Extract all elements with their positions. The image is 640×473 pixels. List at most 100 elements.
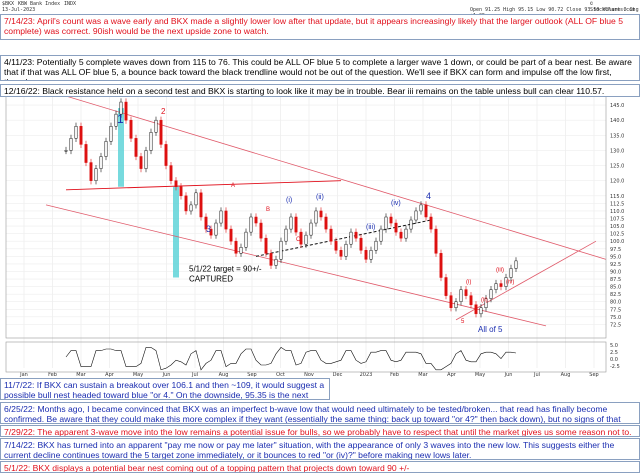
price-candle	[89, 162, 93, 181]
chart-ticker: $BKX	[2, 1, 15, 7]
annotation-7-14-22: 7/14/22: BKX has turned into an apparent…	[0, 438, 640, 460]
price-candle	[249, 216, 253, 233]
price-candle	[79, 126, 83, 145]
price-candle	[329, 228, 333, 242]
chart-exchange: INDX	[64, 1, 77, 7]
y-tick-label: 100.0	[610, 239, 624, 245]
wave-label: 1	[117, 112, 124, 126]
x-tick-label: Aug	[561, 372, 571, 378]
price-candle	[299, 231, 303, 245]
x-tick-label: Jun	[162, 372, 171, 378]
x-tick-label: Feb	[48, 372, 57, 378]
wave-label: (iv)	[391, 200, 401, 207]
y-tick-label: 75.0	[610, 315, 621, 321]
price-candle	[479, 307, 483, 315]
price-candle	[159, 119, 163, 145]
price-candle	[404, 228, 408, 239]
price-candle	[339, 250, 343, 257]
wave-label: All of 5	[478, 325, 503, 334]
price-candle	[429, 216, 433, 230]
y-tick-label: 112.5	[610, 201, 624, 207]
y-tick-label: 110.0	[610, 209, 624, 215]
wave-label: 4	[426, 191, 431, 201]
x-tick-label: Mar	[76, 372, 86, 378]
price-candle	[389, 216, 393, 224]
wave-label: 5	[461, 319, 465, 325]
price-candle	[459, 289, 463, 302]
price-candle	[154, 119, 158, 133]
wave-label: 3	[206, 224, 211, 234]
price-candle	[454, 301, 458, 309]
price-candle	[314, 210, 318, 224]
price-candle	[114, 113, 118, 127]
y-tick-label: 92.5	[610, 262, 621, 268]
price-candle	[169, 165, 173, 181]
chart-brand: © StockCharts.com	[590, 1, 636, 13]
price-candle	[424, 204, 428, 218]
chart-date: 13-Jul-2023	[2, 7, 36, 13]
price-candle	[439, 253, 443, 278]
price-candle	[284, 228, 288, 242]
x-tick-label: Mar	[418, 372, 428, 378]
x-tick-label: 2023	[360, 372, 373, 378]
y-tick-label: 125.0	[610, 164, 624, 170]
x-tick-label: Apr	[105, 372, 115, 378]
price-candle	[119, 101, 123, 115]
price-candle	[124, 101, 128, 121]
price-candle	[309, 222, 313, 236]
price-candle	[304, 234, 308, 245]
y-tick-label: 95.0	[610, 254, 621, 260]
price-candle	[104, 141, 108, 157]
wave-label: C	[296, 237, 301, 243]
price-candle	[244, 231, 248, 248]
highlight-bar	[173, 186, 179, 278]
price-candle	[74, 126, 78, 139]
y-tick-label: 102.5	[610, 232, 624, 238]
y-tick-label: 77.5	[610, 307, 621, 313]
price-candle	[359, 237, 363, 251]
y-tick-label: 82.5	[610, 292, 621, 298]
y-tick-label: 105.0	[610, 224, 624, 230]
price-candle	[434, 228, 438, 254]
price-candle	[234, 240, 238, 254]
y-tick-label: 120.0	[610, 179, 624, 185]
price-candle	[369, 250, 373, 260]
price-candle	[224, 210, 228, 230]
price-candle	[334, 240, 338, 251]
x-tick-label: Jul	[191, 372, 198, 378]
wave-label: (i)	[466, 280, 471, 286]
price-candle	[194, 192, 198, 206]
price-candle	[384, 216, 388, 230]
price-candle	[374, 240, 378, 251]
price-candle	[129, 119, 133, 139]
price-candle	[64, 150, 68, 152]
annotation-7-14-23: 7/14/23: April's count was a wave early …	[0, 14, 640, 40]
x-tick-label: Jun	[504, 372, 513, 378]
rising-channel-line	[455, 240, 597, 321]
price-candle	[444, 277, 448, 296]
x-tick-label: Aug	[219, 372, 229, 378]
target-note-captured: CAPTURED	[189, 274, 233, 283]
price-candle	[69, 138, 73, 151]
price-candle	[509, 268, 513, 278]
price-candle	[349, 231, 353, 245]
price-candle	[164, 144, 168, 166]
x-tick-label: May	[133, 372, 143, 378]
price-candle	[319, 210, 323, 218]
y-tick-label: 135.0	[610, 133, 624, 139]
y-tick-label: 130.0	[610, 148, 624, 154]
indicator-line	[65, 347, 517, 371]
wave-label: (ii)	[481, 298, 488, 304]
price-candle	[494, 283, 498, 290]
price-candle	[259, 222, 263, 239]
indicator-frame	[5, 341, 607, 373]
x-tick-label: Nov	[304, 372, 314, 378]
wave-label: (i)	[286, 197, 292, 204]
x-tick-label: Dec	[333, 372, 343, 378]
chart-index-name: KBW Bank Index	[18, 1, 61, 7]
price-candle	[99, 156, 103, 169]
annotation-text: 7/14/22: BKX has turned into an apparent…	[4, 440, 615, 460]
upper-channel-line	[45, 89, 607, 260]
x-tick-label: Jul	[533, 372, 540, 378]
price-candle	[344, 243, 348, 257]
